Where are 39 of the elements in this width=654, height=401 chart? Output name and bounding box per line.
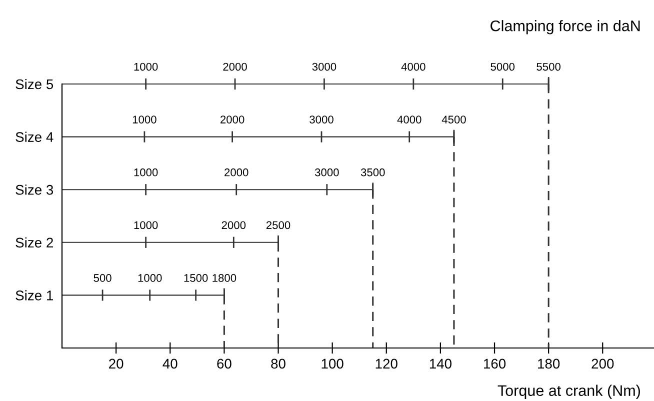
x-tick-label: 60 [217,358,232,369]
annotation: 2000 [224,168,248,176]
x-tick-label: 120 [376,358,398,369]
annotation: 1000 [132,116,156,124]
annotation: 2000 [220,116,244,124]
annotation: 1000 [138,274,162,282]
y-tick-label: Size 3 [16,184,54,195]
annotation: 3000 [312,62,336,71]
annotation: 1000 [134,62,158,71]
y-tick-label: Size 2 [16,237,53,248]
annotation: 5000 [490,62,515,71]
y-tick-label: Size 1 [16,290,53,300]
x-tick-label: 140 [430,358,452,369]
x-tick-label: 160 [484,358,506,369]
x-tick-label: 20 [109,358,124,369]
annotation: 2000 [222,221,246,230]
x-tick-label: 80 [271,358,286,369]
annotation: 500 [94,274,112,282]
annotation: 4000 [401,62,426,71]
annotation: 3000 [314,168,339,176]
annotation: 2500 [266,221,290,230]
chart-title: Clamping force in daN [490,20,640,34]
x-tick-label: 200 [592,358,614,369]
annotation: 2000 [223,62,247,71]
annotation: 1000 [134,221,158,230]
annotation: 4500 [442,116,466,124]
x-tick-label: 180 [538,358,560,369]
annotation: 1500 [184,274,208,282]
annotation: 5500 [536,62,560,71]
x-tick-label: 100 [322,358,344,369]
annotation: 3000 [310,116,334,124]
x-tick-label: 40 [162,358,178,369]
annotation: 3500 [360,168,385,176]
annotation: 1800 [212,274,236,282]
x-axis-title: Torque at crank (Nm) [498,384,640,399]
y-tick-label: Size 4 [16,132,54,142]
y-tick-label: Size 5 [16,78,54,90]
annotation: 4000 [397,116,422,124]
annotation: 1000 [134,168,158,176]
